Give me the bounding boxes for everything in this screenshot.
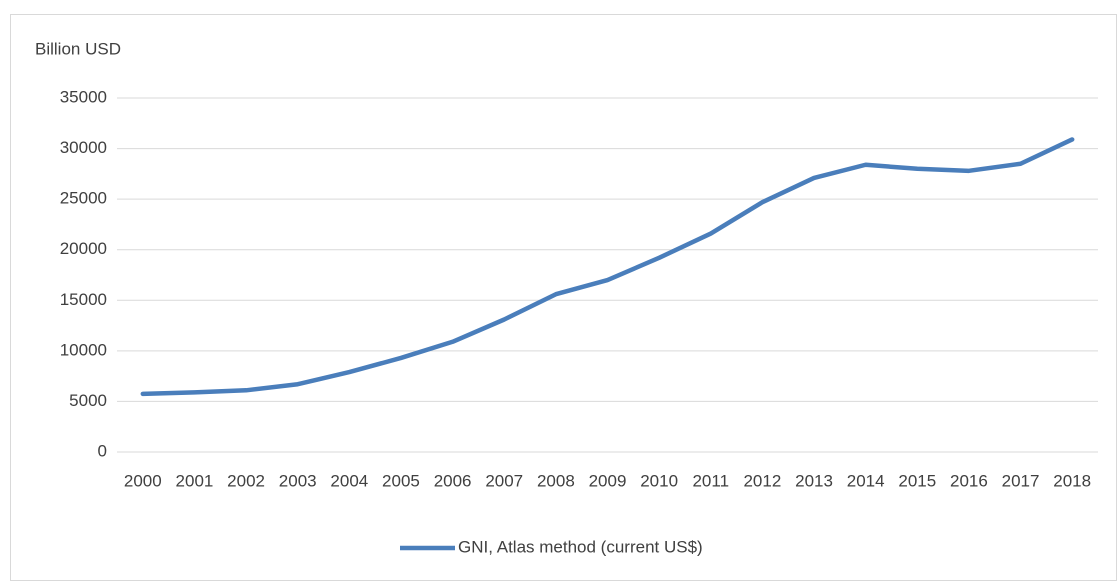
data-line [140, 137, 1075, 397]
x-tick-label: 2017 [1002, 471, 1040, 490]
x-tick-label: 2013 [795, 471, 833, 490]
x-tick-label: 2009 [589, 471, 627, 490]
x-tick-label: 2004 [330, 471, 368, 490]
x-tick-label: 2010 [640, 471, 678, 490]
x-tick-label: 2008 [537, 471, 575, 490]
y-tick-label: 10000 [60, 340, 107, 359]
x-tick-label: 2011 [692, 471, 729, 490]
x-tick-label: 2016 [950, 471, 988, 490]
y-tick-label: 15000 [60, 290, 107, 309]
x-tick-label: 2000 [124, 471, 162, 490]
y-tick-label: 20000 [60, 239, 107, 258]
y-tick-label: 30000 [60, 138, 107, 157]
x-tick-label: 2014 [847, 471, 885, 490]
y-axis-label: Billion USD [35, 39, 121, 58]
y-tick-label: 5000 [69, 391, 107, 410]
y-tick-label: 0 [98, 441, 107, 460]
x-tick-label: 2003 [279, 471, 317, 490]
y-tick-label: 25000 [60, 189, 107, 208]
y-tick-label: 35000 [60, 87, 107, 106]
x-tick-label: 2015 [898, 471, 936, 490]
x-tick-label: 2006 [434, 471, 472, 490]
x-tick-label: 2018 [1053, 471, 1091, 490]
x-tick-label: 2007 [485, 471, 523, 490]
x-tick-label: 2005 [382, 471, 420, 490]
legend-label: GNI, Atlas method (current US$) [458, 537, 703, 556]
chart-frame [10, 14, 1117, 581]
x-tick-label: 2002 [227, 471, 265, 490]
x-tick-label: 2001 [176, 471, 214, 490]
x-tick-label: 2012 [743, 471, 781, 490]
